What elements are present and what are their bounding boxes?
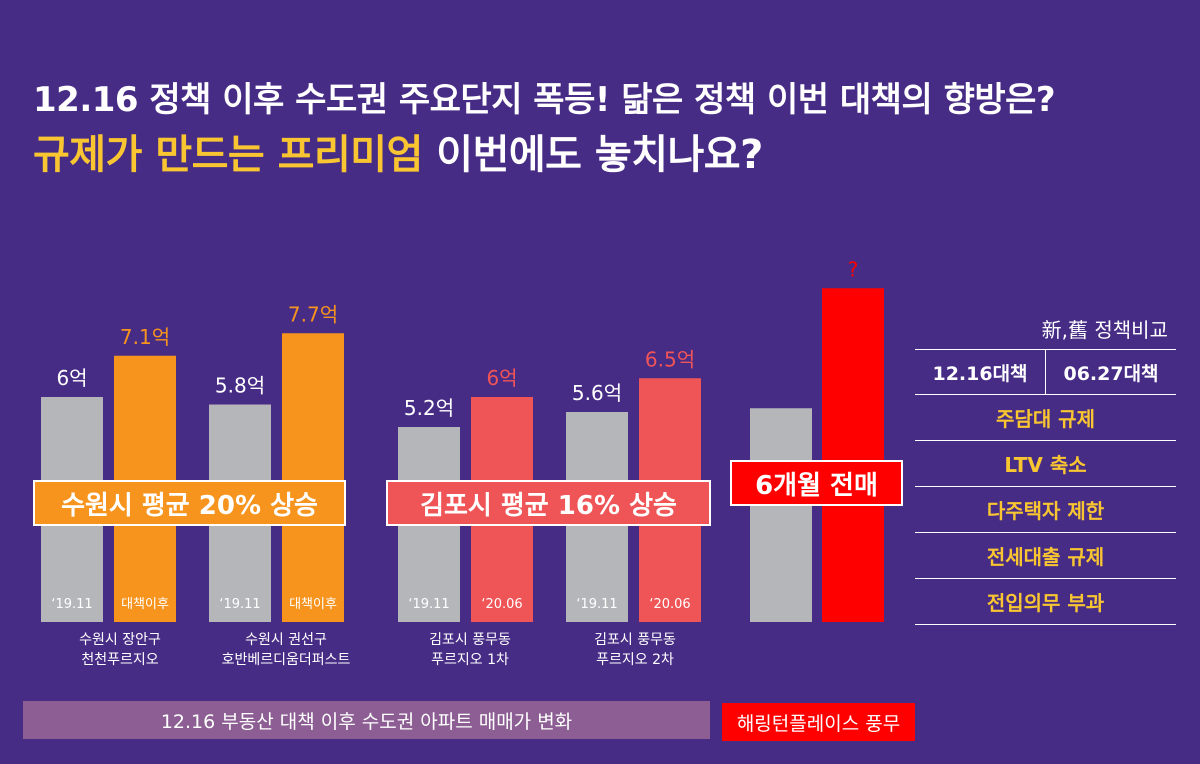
bar-value-label: 6억 <box>56 366 87 390</box>
bar-period-label: ‘19.11 <box>576 597 617 612</box>
caption-line: 호반베르디움더퍼스트 <box>221 652 351 668</box>
headline: 12.16 정책 이후 수도권 주요단지 폭등! 닮은 정책 이번 대책의 향방… <box>33 80 1056 120</box>
comparison-row: 전세대출 규제 <box>915 533 1176 579</box>
bar-period-label: ‘19.11 <box>408 597 449 612</box>
bar <box>822 288 884 622</box>
comparison-col-1216: 12.16대책 <box>915 350 1046 394</box>
bar-value-label: 7.7억 <box>288 302 338 326</box>
chart-caption-bar: 12.16 부동산 대책 이후 수도권 아파트 매매가 변화 <box>23 701 710 739</box>
subheadline-rest: 이번에도 놓치나요? <box>422 132 763 178</box>
caption-line: 김포시 풍무동 <box>429 632 511 648</box>
caption-line: 푸르지오 2차 <box>596 652 674 668</box>
bar-value-label: 7.1억 <box>120 325 170 349</box>
group-caption-4: 김포시 풍무동 푸르지오 2차 <box>555 630 715 670</box>
caption-line: 수원시 권선구 <box>245 632 327 648</box>
caption-line: 천천푸르지오 <box>81 652 159 668</box>
comparison-col-0627: 06.27대책 <box>1063 362 1159 385</box>
comparison-row: 전입의무 부과 <box>915 579 1176 625</box>
bar-value-label: 5.2억 <box>404 396 454 420</box>
group-caption-2: 수원시 권선구 호반베르디움더퍼스트 <box>196 630 376 670</box>
bar-value-label: ? <box>848 257 859 281</box>
caption-line: 푸르지오 1차 <box>431 652 509 668</box>
bar-value-label: 6.5억 <box>645 347 695 371</box>
complex-name-badge: 해링턴플레이스 풍무 <box>722 703 915 741</box>
bar-value-label: 6억 <box>486 366 517 390</box>
caption-line: 김포시 풍무동 <box>594 632 676 648</box>
bar-period-label: ‘19.11 <box>51 597 92 612</box>
bar <box>750 408 812 622</box>
comparison-row: LTV 축소 <box>915 441 1176 487</box>
bar-period-label: ‘19.11 <box>219 597 260 612</box>
banner-suwon: 수원시 평균 20% 상승 <box>33 480 346 526</box>
bar-period-label: ‘20.06 <box>481 597 522 612</box>
subheadline: 규제가 만드는 프리미엄 이번에도 놓치나요? <box>33 122 763 180</box>
banner-gimpo: 김포시 평균 16% 상승 <box>386 480 711 526</box>
comparison-row: 다주택자 제한 <box>915 487 1176 533</box>
subheadline-highlight: 규제가 만드는 프리미엄 <box>33 132 423 178</box>
caption-line: 수원시 장안구 <box>79 632 161 648</box>
bar <box>282 333 344 622</box>
group-caption-1: 수원시 장안구 천천푸르지오 <box>40 630 200 670</box>
bar-value-label: 5.6억 <box>572 381 622 405</box>
comparison-row: 주담대 규제 <box>915 395 1176 441</box>
group-caption-3: 김포시 풍무동 푸르지오 1차 <box>390 630 550 670</box>
bar-value-label: 5.8억 <box>215 374 265 398</box>
bar-period-label: 대책이후 <box>289 597 337 612</box>
bar-period-label: 대책이후 <box>121 597 169 612</box>
comparison-header: 12.16대책 06.27대책 <box>915 349 1176 395</box>
bar-period-label: ‘20.06 <box>649 597 690 612</box>
banner-resale: 6개월 전매 <box>730 460 903 506</box>
comparison-title: 新,舊 정책비교 <box>1041 318 1168 342</box>
